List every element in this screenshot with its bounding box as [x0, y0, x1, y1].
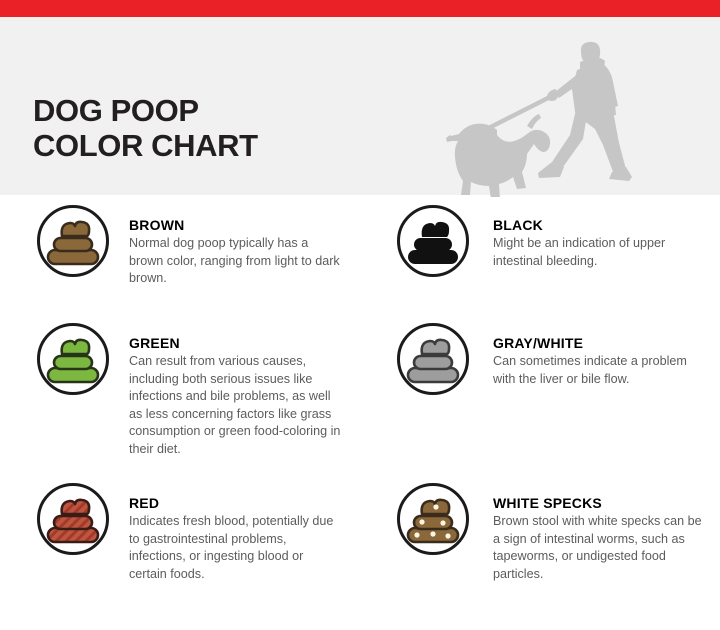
poop-icon-gray: [395, 321, 471, 397]
chart-row: BROWN Normal dog poop typically has a br…: [0, 203, 720, 321]
item-text-block: GREEN Can result from various causes, in…: [111, 321, 344, 481]
item-description: Normal dog poop typically has a brown co…: [129, 236, 340, 286]
chart-item-brown[interactable]: BROWN Normal dog poop typically has a br…: [0, 203, 365, 321]
item-title: BLACK: [493, 217, 543, 233]
item-text-block: BLACK Might be an indication of upper in…: [471, 203, 703, 321]
color-chart-grid: BROWN Normal dog poop typically has a br…: [0, 203, 720, 591]
item-description: Can sometimes indicate a problem with th…: [493, 354, 687, 386]
poop-icon-black: [395, 203, 471, 279]
poop-icon-brown: [35, 203, 111, 279]
item-title: GRAY/WHITE: [493, 335, 584, 351]
poop-icon-red: [35, 481, 111, 557]
item-text-block: BROWN Normal dog poop typically has a br…: [111, 203, 344, 321]
page-title: DOG POOP COLOR CHART: [33, 93, 258, 163]
chart-row: GREEN Can result from various causes, in…: [0, 321, 720, 481]
chart-item-black[interactable]: BLACK Might be an indication of upper in…: [365, 203, 720, 321]
chart-item-green[interactable]: GREEN Can result from various causes, in…: [0, 321, 365, 481]
item-title: GREEN: [129, 335, 180, 351]
item-text-block: RED Indicates fresh blood, potentially d…: [111, 481, 344, 591]
item-title: WHITE SPECKS: [493, 495, 602, 511]
item-title: RED: [129, 495, 160, 511]
page-title-line-1: DOG POOP: [33, 93, 199, 128]
item-title: BROWN: [129, 217, 185, 233]
white-specks: [414, 504, 451, 539]
page-title-line-2: COLOR CHART: [33, 128, 258, 163]
poop-icon-brown-with-white-specks: [395, 481, 471, 557]
item-description: Brown stool with white specks can be a s…: [493, 514, 702, 581]
item-text-block: WHITE SPECKS Brown stool with white spec…: [471, 481, 703, 591]
chart-item-white-specks[interactable]: WHITE SPECKS Brown stool with white spec…: [365, 481, 720, 591]
top-red-bar: [0, 0, 720, 17]
chart-item-red[interactable]: RED Indicates fresh blood, potentially d…: [0, 481, 365, 591]
chart-item-gray-white[interactable]: GRAY/WHITE Can sometimes indicate a prob…: [365, 321, 720, 481]
poop-icon-green: [35, 321, 111, 397]
item-text-block: GRAY/WHITE Can sometimes indicate a prob…: [471, 321, 703, 481]
item-description: Might be an indication of upper intestin…: [493, 236, 666, 268]
item-description: Indicates fresh blood, potentially due t…: [129, 514, 334, 581]
person-walking-dog-silhouette-icon: [405, 22, 710, 199]
item-description: Can result from various causes, includin…: [129, 354, 341, 456]
header-band: DOG POOP COLOR CHART: [0, 17, 720, 199]
chart-row: RED Indicates fresh blood, potentially d…: [0, 481, 720, 591]
